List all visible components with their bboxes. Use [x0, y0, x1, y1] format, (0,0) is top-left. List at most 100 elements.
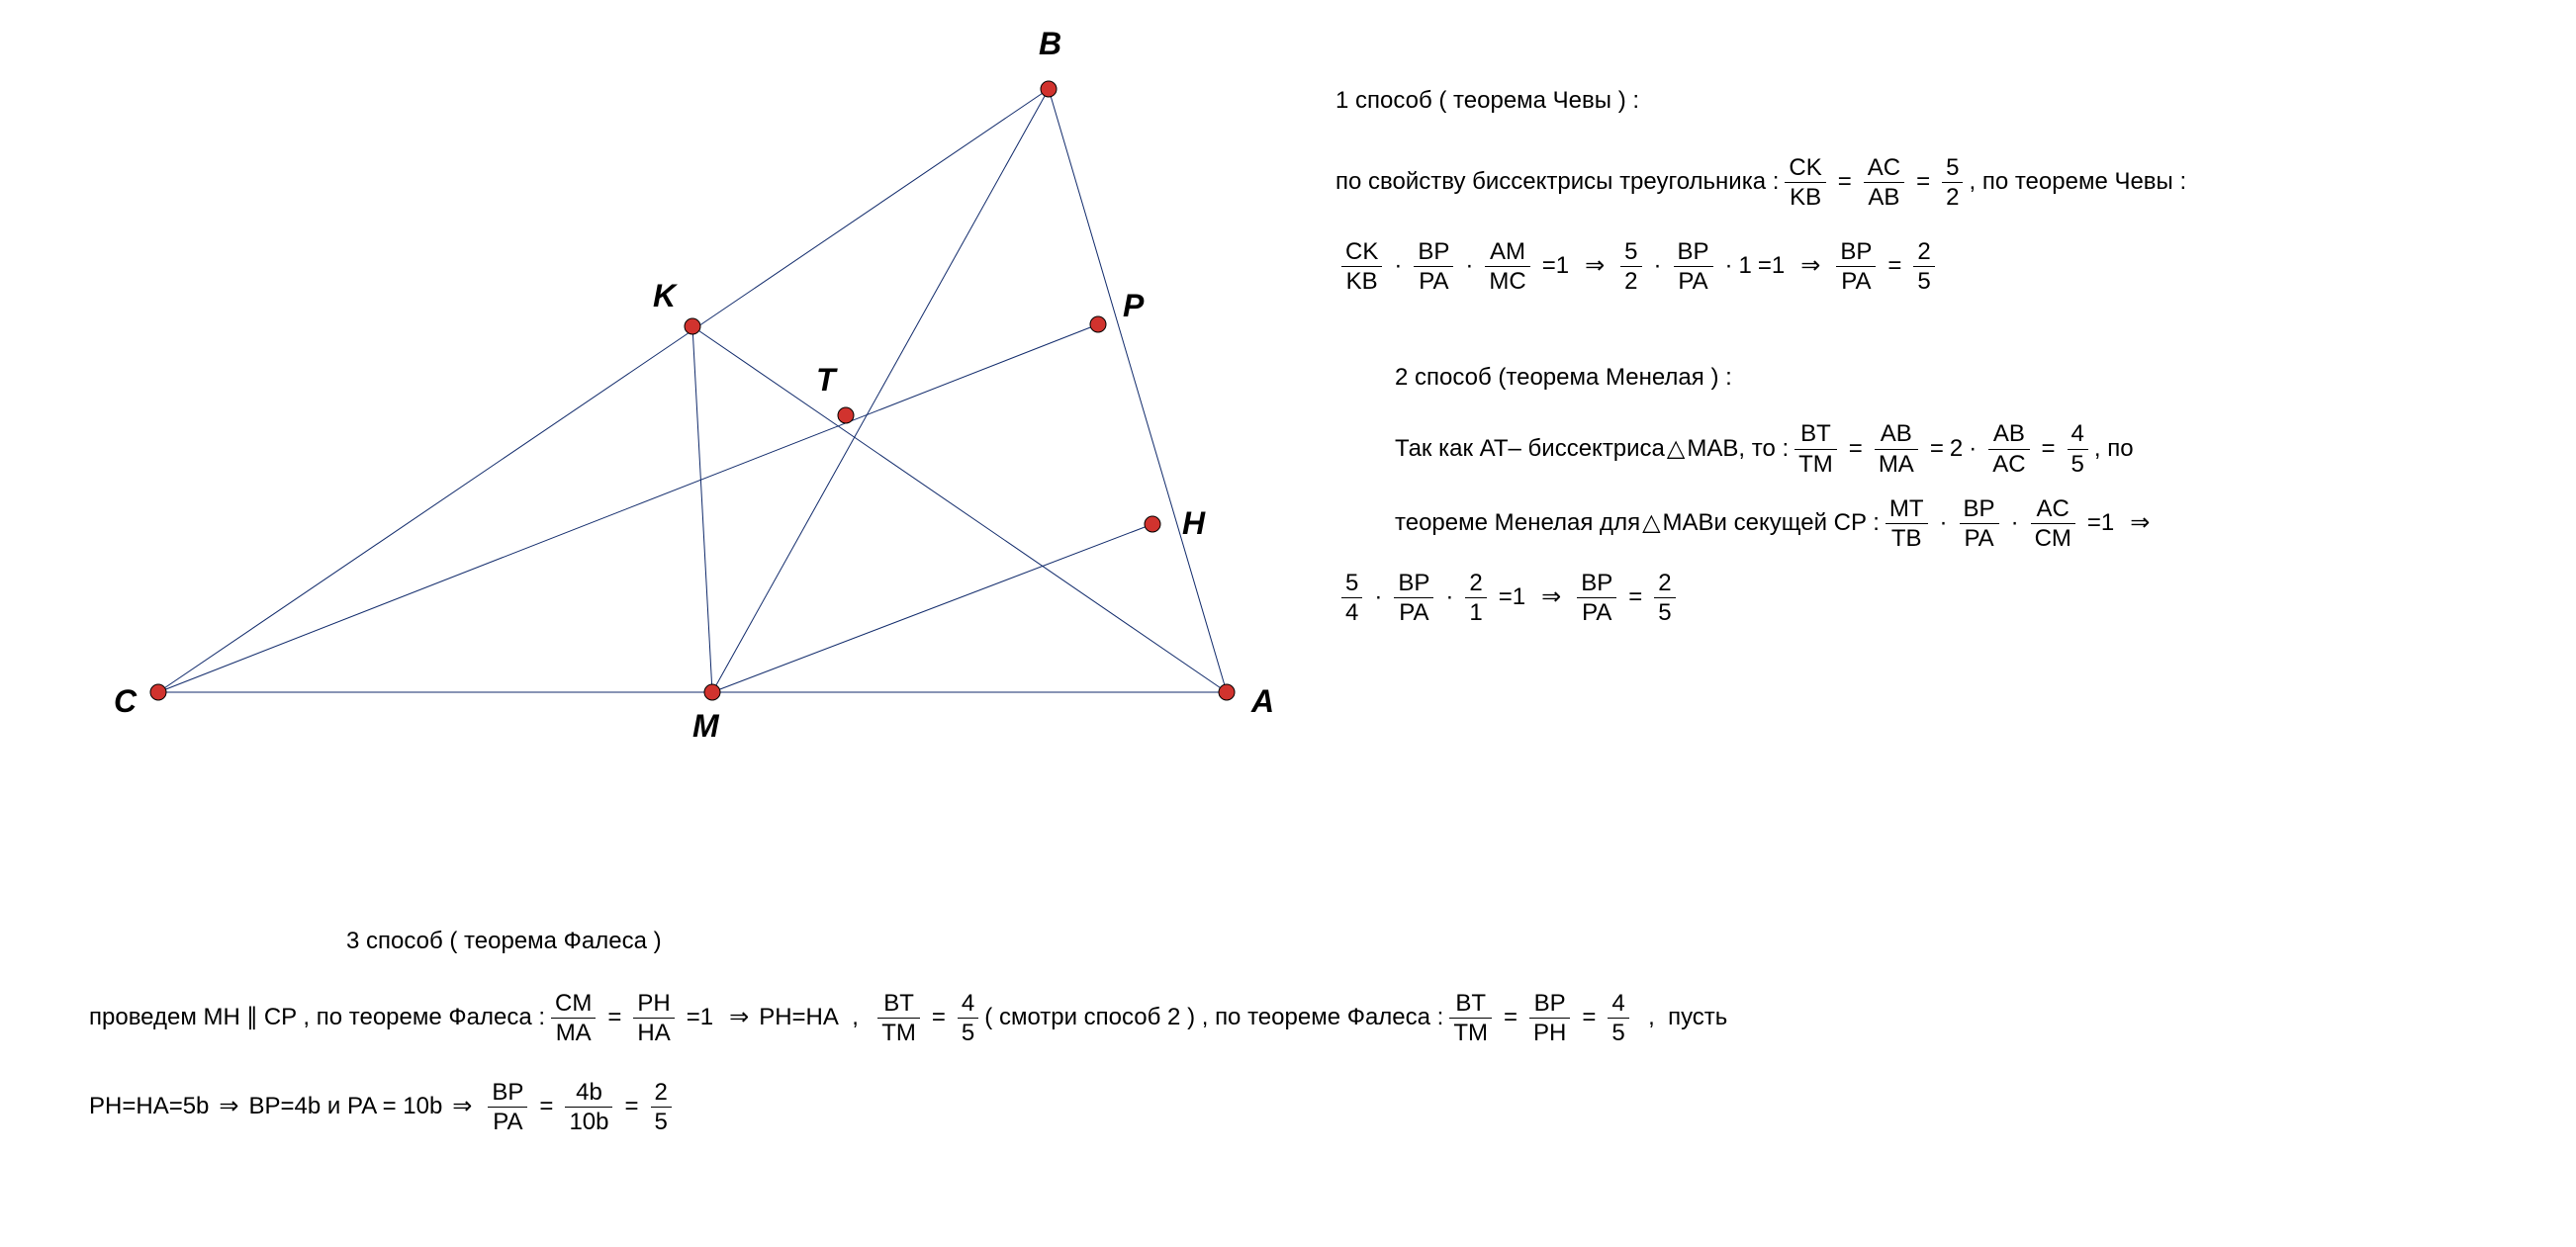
- text: PH=HA: [759, 1004, 839, 1032]
- text: Так как AT– биссектриса: [1395, 435, 1665, 464]
- equals: =: [1504, 1004, 1518, 1032]
- text: проведем MH: [89, 1004, 240, 1032]
- cdot: ·: [1940, 509, 1948, 538]
- tri-name: MAB: [1687, 435, 1738, 464]
- equals: =: [2042, 435, 2056, 464]
- method2-line3: 5 4 · BP PA · 2 1 =1 ⇒ BP PA = 2 5: [1335, 571, 2523, 625]
- frac: AB AC: [1988, 421, 2029, 476]
- method1-ceva-line: CK KB · BP PA · AM MC =1 ⇒ 5 2 · BP PA: [1335, 239, 2523, 294]
- page-root: CABMKPTH 1 способ ( теорема Чевы ) : по …: [0, 0, 2576, 1247]
- text: BP=4b и PA = 10b: [249, 1093, 443, 1121]
- frac: AC AB: [1864, 155, 1904, 210]
- frac: 2 5: [1913, 239, 1934, 294]
- text: 1: [1739, 252, 1752, 281]
- parallel-icon: ∥: [246, 1004, 258, 1032]
- method1-title: 1 способ ( теорема Чевы ) :: [1335, 87, 2523, 116]
- text: по свойству биссектрисы треугольника :: [1335, 168, 1779, 197]
- method3-line1: проведем MH ∥ CP , по теореме Фалеса : C…: [89, 991, 2503, 1045]
- frac: BP PA: [1577, 571, 1616, 625]
- vertex-K: [685, 318, 700, 334]
- cdot: ·: [1374, 583, 1382, 612]
- equals-one: =1: [2087, 509, 2114, 538]
- frac: 4b 10b: [565, 1080, 612, 1134]
- vertex-label-A: A: [1250, 683, 1274, 719]
- vertex-B: [1041, 81, 1057, 97]
- method1-bisector-line: по свойству биссектрисы треугольника : C…: [1335, 155, 2523, 210]
- vertex-M: [704, 684, 720, 700]
- cdot: ·: [1445, 583, 1453, 612]
- edge-A-K: [692, 326, 1227, 692]
- cdot: ·: [1654, 252, 1662, 281]
- frac: BP PA: [1836, 239, 1876, 294]
- implies-icon: ⇒: [1585, 252, 1605, 281]
- text: , по теореме Чевы :: [1969, 168, 2186, 197]
- vertex-P: [1090, 316, 1106, 332]
- frac: PH HA: [633, 991, 674, 1045]
- method2-line1: Так как AT– биссектриса △MAB , то : BT T…: [1395, 421, 2523, 476]
- equals: =: [1930, 435, 1944, 464]
- frac: 4 5: [1608, 991, 1628, 1045]
- frac: BP PA: [1414, 239, 1453, 294]
- equals: =: [1838, 168, 1852, 197]
- method3-title: 3 способ ( теорема Фалеса ): [346, 928, 2503, 956]
- vertex-label-T: T: [816, 362, 838, 398]
- vertex-T: [838, 407, 854, 423]
- equals-one: =1: [1758, 252, 1785, 281]
- vertex-H: [1145, 516, 1160, 532]
- vertex-A: [1219, 684, 1235, 700]
- method2-title: 2 способ (теорема Менелая ) :: [1395, 364, 2523, 393]
- geometry-diagram: CABMKPTH: [0, 0, 1335, 791]
- frac: 5 4: [1341, 571, 1362, 625]
- vertex-label-B: B: [1039, 26, 1061, 61]
- text: теореме Менелая для: [1395, 509, 1640, 538]
- equals: =: [1887, 252, 1901, 281]
- frac: CK KB: [1341, 239, 1382, 294]
- cdot: ·: [1394, 252, 1402, 281]
- equals-one: =1: [1542, 252, 1569, 281]
- text: , пусть: [1635, 1004, 1728, 1032]
- text: ,: [839, 1004, 872, 1032]
- frac: MT TB: [1886, 496, 1928, 551]
- vertex-label-H: H: [1182, 505, 1206, 541]
- vertex-label-K: K: [653, 278, 679, 313]
- tri-name: MAB: [1663, 509, 1714, 538]
- frac: CM MA: [551, 991, 596, 1045]
- edge-M-K: [692, 326, 712, 692]
- frac: CK KB: [1785, 155, 1825, 210]
- equals: =: [1849, 435, 1863, 464]
- text: 1 способ ( теорема Чевы ) :: [1335, 87, 1639, 116]
- frac: 4 5: [2068, 421, 2088, 476]
- frac: BT TM: [1449, 991, 1492, 1045]
- method3-block: 3 способ ( теорема Фалеса ) проведем MH …: [89, 910, 2503, 1153]
- frac: BP PA: [1960, 496, 1999, 551]
- text: PH=HA=5b: [89, 1093, 209, 1121]
- text: , то :: [1738, 435, 1789, 464]
- text: 2 способ (теорема Менелая ) :: [1395, 364, 1732, 393]
- frac: 2 5: [1654, 571, 1675, 625]
- triangle-icon: △: [1667, 435, 1685, 464]
- frac: AC CM: [2031, 496, 2075, 551]
- edge-M-H: [712, 524, 1152, 692]
- coef: 2: [1950, 435, 1963, 464]
- method3-line2: PH=HA=5b ⇒ BP=4b и PA = 10b ⇒ BP PA = 4b…: [89, 1080, 2503, 1134]
- vertex-C: [150, 684, 166, 700]
- triangle-icon: △: [1642, 509, 1660, 538]
- implies-icon: ⇒: [452, 1093, 472, 1121]
- frac: BT TM: [877, 991, 920, 1045]
- frac: BP PA: [1674, 239, 1713, 294]
- frac: 2 1: [1465, 571, 1486, 625]
- frac: BP PA: [488, 1080, 527, 1134]
- vertex-label-P: P: [1123, 288, 1145, 323]
- text: CP , по теореме Фалеса :: [264, 1004, 545, 1032]
- text: ( смотри способ 2 ) , по теореме Фалеса …: [984, 1004, 1443, 1032]
- frac: BP PH: [1529, 991, 1570, 1045]
- edge-C-P: [158, 324, 1098, 692]
- equals-one: =1: [687, 1004, 713, 1032]
- solution-column: 1 способ ( теорема Чевы ) : по свойству …: [1335, 69, 2523, 643]
- cdot: ·: [2011, 509, 2019, 538]
- edge-A-B: [1049, 89, 1227, 692]
- text: и секущей CP :: [1714, 509, 1880, 538]
- equals-one: =1: [1499, 583, 1525, 612]
- text: 3 способ ( теорема Фалеса ): [346, 928, 662, 956]
- frac: AB MA: [1875, 421, 1918, 476]
